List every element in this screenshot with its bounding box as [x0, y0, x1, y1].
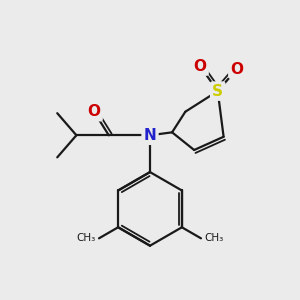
Text: O: O — [194, 58, 207, 74]
Text: N: N — [144, 128, 156, 143]
Text: O: O — [88, 104, 100, 119]
Text: CH₃: CH₃ — [204, 233, 223, 243]
Text: O: O — [230, 61, 243, 76]
Text: S: S — [212, 84, 223, 99]
Text: CH₃: CH₃ — [77, 233, 96, 243]
